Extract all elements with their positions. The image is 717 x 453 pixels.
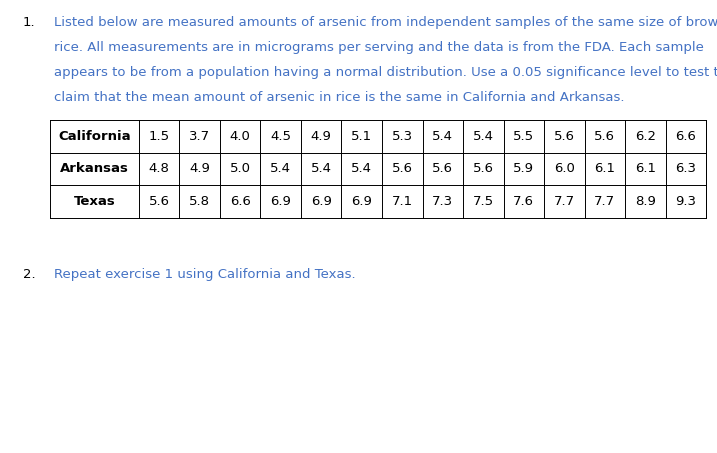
Text: 6.3: 6.3 — [675, 163, 696, 175]
Text: 5.6: 5.6 — [554, 130, 575, 143]
Text: 5.4: 5.4 — [473, 130, 494, 143]
Text: Arkansas: Arkansas — [60, 163, 129, 175]
Text: 6.9: 6.9 — [351, 195, 372, 208]
Text: 6.1: 6.1 — [635, 163, 656, 175]
Text: 7.7: 7.7 — [554, 195, 575, 208]
Text: 5.1: 5.1 — [351, 130, 372, 143]
Text: 5.9: 5.9 — [513, 163, 534, 175]
Text: 8.9: 8.9 — [635, 195, 656, 208]
Text: 6.2: 6.2 — [635, 130, 656, 143]
Text: 5.0: 5.0 — [229, 163, 251, 175]
Text: 6.1: 6.1 — [594, 163, 615, 175]
Text: claim that the mean amount of arsenic in rice is the same in California and Arka: claim that the mean amount of arsenic in… — [54, 91, 625, 104]
Text: 5.6: 5.6 — [432, 163, 453, 175]
Text: 5.8: 5.8 — [189, 195, 210, 208]
Text: 7.3: 7.3 — [432, 195, 453, 208]
Text: 6.6: 6.6 — [675, 130, 696, 143]
Text: 5.4: 5.4 — [351, 163, 372, 175]
Text: California: California — [58, 130, 130, 143]
Text: 5.4: 5.4 — [310, 163, 332, 175]
Text: 5.6: 5.6 — [594, 130, 615, 143]
Text: 3.7: 3.7 — [189, 130, 210, 143]
Text: 5.4: 5.4 — [270, 163, 291, 175]
Text: 5.6: 5.6 — [148, 195, 169, 208]
Text: 7.5: 7.5 — [473, 195, 494, 208]
Text: 6.9: 6.9 — [310, 195, 331, 208]
Text: 5.5: 5.5 — [513, 130, 534, 143]
Text: 7.6: 7.6 — [513, 195, 534, 208]
Text: appears to be from a population having a normal distribution. Use a 0.05 signifi: appears to be from a population having a… — [54, 66, 717, 79]
Text: 4.9: 4.9 — [189, 163, 210, 175]
Text: 2.: 2. — [23, 268, 36, 281]
Text: rice. All measurements are in micrograms per serving and the data is from the FD: rice. All measurements are in micrograms… — [54, 41, 703, 54]
Text: Listed below are measured amounts of arsenic from independent samples of the sam: Listed below are measured amounts of ars… — [54, 16, 717, 29]
Text: 4.9: 4.9 — [310, 130, 331, 143]
Text: Repeat exercise 1 using California and Texas.: Repeat exercise 1 using California and T… — [54, 268, 356, 281]
Text: 7.1: 7.1 — [391, 195, 413, 208]
Text: 5.3: 5.3 — [391, 130, 413, 143]
Text: 5.4: 5.4 — [432, 130, 453, 143]
Text: 6.6: 6.6 — [229, 195, 250, 208]
Text: 1.: 1. — [23, 16, 36, 29]
Text: 4.8: 4.8 — [148, 163, 169, 175]
Text: 4.5: 4.5 — [270, 130, 291, 143]
Text: 6.0: 6.0 — [554, 163, 575, 175]
Text: 9.3: 9.3 — [675, 195, 696, 208]
Text: 5.6: 5.6 — [473, 163, 494, 175]
Text: Texas: Texas — [74, 195, 115, 208]
Text: 6.9: 6.9 — [270, 195, 291, 208]
Text: 1.5: 1.5 — [148, 130, 170, 143]
Text: 4.0: 4.0 — [229, 130, 250, 143]
Text: 5.6: 5.6 — [391, 163, 413, 175]
Text: 7.7: 7.7 — [594, 195, 615, 208]
